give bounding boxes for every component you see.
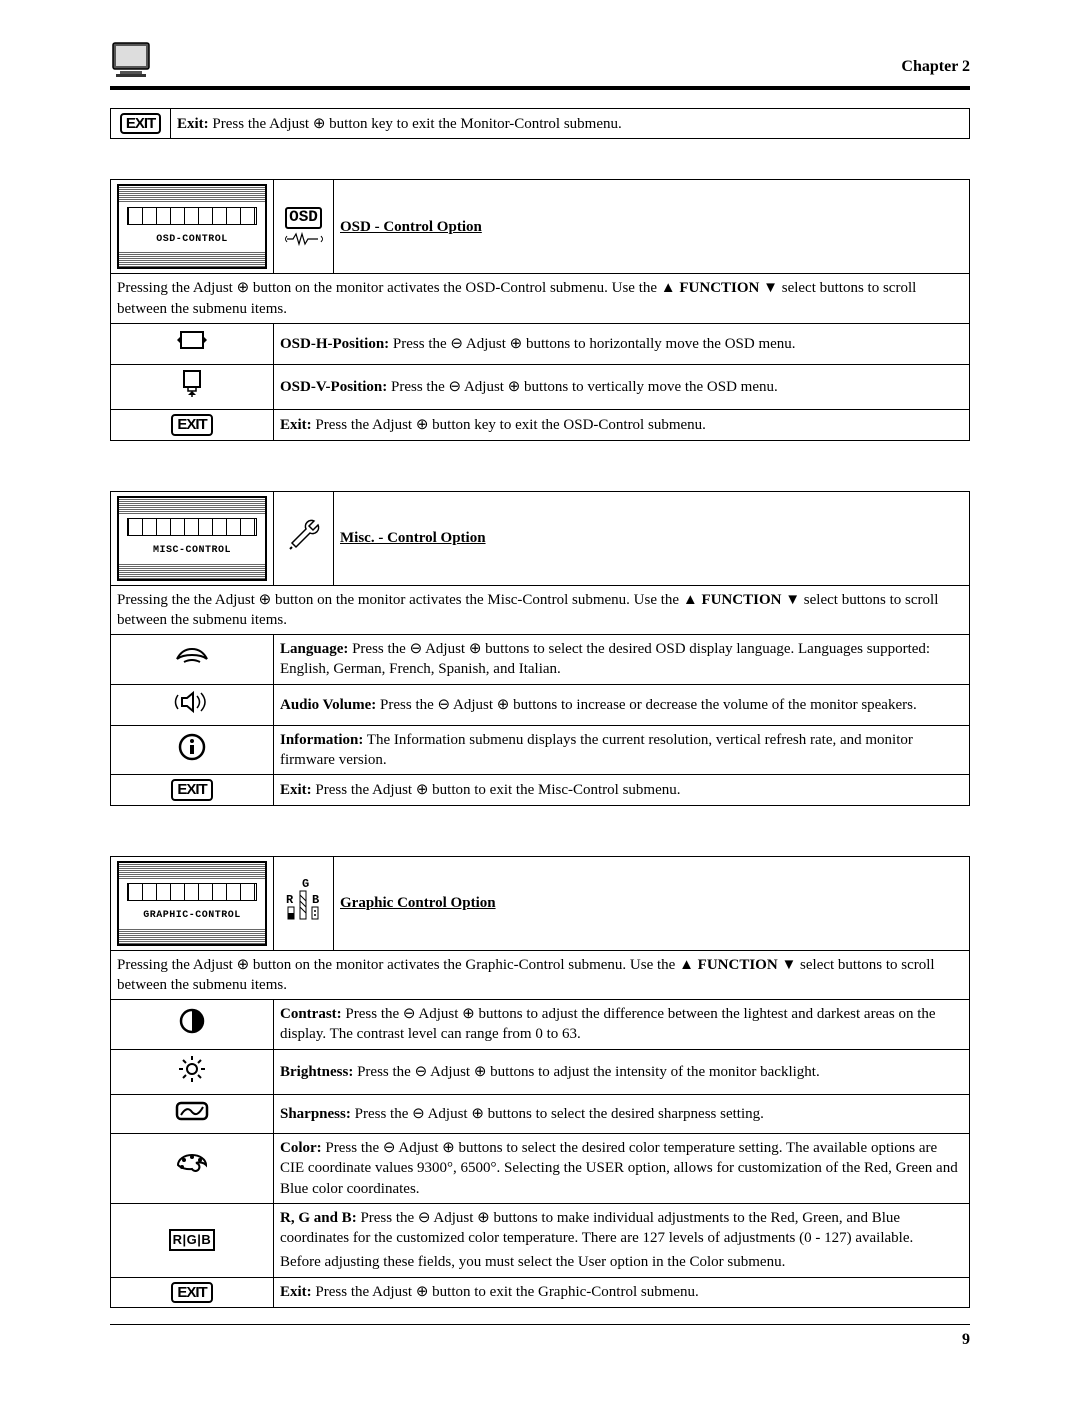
exit-icon-cell: EXIT (111, 109, 171, 139)
page-footer: 9 (110, 1324, 970, 1349)
misc-title: Misc. - Control Option (340, 530, 486, 546)
osd-intro: Pressing the Adjust ⊕ button on the moni… (111, 274, 970, 324)
misc-menu-label: MISC-CONTROL (153, 544, 231, 558)
audio-desc: Audio Volume: Press the ⊖ Adjust ⊕ butto… (274, 684, 970, 725)
rgb-levels-icon: G R B (284, 877, 324, 923)
misc-table: MISC-CONTROL Misc. - Control Option Pres… (110, 491, 970, 806)
rgb-desc: R, G and B: Press the ⊖ Adjust ⊕ buttons… (274, 1203, 970, 1277)
svg-text:B: B (312, 893, 319, 907)
misc-menu-screenshot: MISC-CONTROL (117, 496, 267, 581)
vpos-icon-cell (111, 365, 274, 410)
misc-exit-icon-cell: EXIT (111, 775, 274, 805)
hpos-icon (175, 328, 209, 354)
svg-text:R: R (286, 893, 294, 907)
wrench-icon (284, 515, 324, 555)
exit-icon: EXIT (120, 113, 161, 134)
monitor-icon (110, 40, 156, 80)
graphic-table: GRAPHIC-CONTROL G R B (110, 856, 970, 1308)
sharpness-icon (175, 1099, 209, 1123)
contrast-desc: Contrast: Press the ⊖ Adjust ⊕ buttons t… (274, 1000, 970, 1050)
graphic-exit-desc: Exit: Press the Adjust ⊕ button to exit … (274, 1277, 970, 1307)
graphic-menu-label: GRAPHIC-CONTROL (143, 909, 241, 923)
brightness-desc: Brightness: Press the ⊖ Adjust ⊕ buttons… (274, 1049, 970, 1094)
contrast-icon-cell (111, 1000, 274, 1050)
vpos-icon (177, 369, 207, 399)
contrast-icon (178, 1007, 206, 1035)
vpos-desc: OSD-V-Position: Press the ⊖ Adjust ⊕ but… (274, 365, 970, 410)
language-icon-cell (111, 635, 274, 685)
language-icon (174, 645, 210, 667)
info-icon-cell (111, 725, 274, 775)
page-number: 9 (110, 1331, 970, 1349)
audio-icon-cell (111, 684, 274, 725)
sharpness-desc: Sharpness: Press the ⊖ Adjust ⊕ buttons … (274, 1094, 970, 1133)
exit-icon: EXIT (171, 414, 212, 435)
color-desc: Color: Press the ⊖ Adjust ⊕ buttons to s… (274, 1134, 970, 1204)
info-desc: Information: The Information submenu dis… (274, 725, 970, 775)
graphic-title-cell: Graphic Control Option (334, 856, 970, 950)
language-desc: Language: Press the ⊖ Adjust ⊕ buttons t… (274, 635, 970, 685)
info-icon (177, 732, 207, 762)
osd-title-cell: OSD - Control Option (334, 180, 970, 274)
hpos-desc: OSD-H-Position: Press the ⊖ Adjust ⊕ but… (274, 323, 970, 364)
color-icon (174, 1151, 210, 1179)
osd-exit-desc: Exit: Press the Adjust ⊕ button key to e… (274, 410, 970, 440)
brightness-icon (177, 1054, 207, 1084)
top-exit-table: EXIT Exit: Press the Adjust ⊕ button key… (110, 108, 970, 139)
page-header: Chapter 2 (110, 40, 970, 80)
rgb-extra: Before adjusting these fields, you must … (280, 1252, 963, 1272)
misc-menu-cell: MISC-CONTROL (111, 491, 274, 585)
chapter-label: Chapter 2 (901, 58, 970, 80)
hpos-icon-cell (111, 323, 274, 364)
osd-menu-label: OSD-CONTROL (156, 233, 228, 247)
misc-mid-icon-cell (274, 491, 334, 585)
rgb-icon-cell: R|G|B (111, 1203, 274, 1277)
exit-icon: EXIT (171, 1282, 212, 1303)
exit-bold: Exit: (177, 116, 209, 132)
osd-mid-icon-cell: OSD (274, 180, 334, 274)
header-rule (110, 86, 970, 90)
misc-intro: Pressing the the Adjust ⊕ button on the … (111, 585, 970, 635)
graphic-menu-cell: GRAPHIC-CONTROL (111, 856, 274, 950)
osd-icon: OSD (285, 207, 322, 229)
rgb-icon: R|G|B (169, 1229, 216, 1251)
osd-exit-icon-cell: EXIT (111, 410, 274, 440)
exit-text: Press the Adjust ⊕ button key to exit th… (209, 116, 622, 132)
graphic-mid-icon-cell: G R B (274, 856, 334, 950)
misc-exit-desc: Exit: Press the Adjust ⊕ button to exit … (274, 775, 970, 805)
graphic-exit-icon-cell: EXIT (111, 1277, 274, 1307)
osd-menu-screenshot: OSD-CONTROL (117, 184, 267, 269)
osd-title: OSD - Control Option (340, 219, 482, 235)
audio-icon (172, 689, 212, 715)
graphic-intro: Pressing the Adjust ⊕ button on the moni… (111, 950, 970, 1000)
exit-desc: Exit: Press the Adjust ⊕ button key to e… (171, 109, 970, 139)
osd-table: OSD-CONTROL OSD OSD - Control Option (110, 179, 970, 440)
exit-icon: EXIT (171, 779, 212, 800)
svg-text:G: G (302, 877, 309, 891)
color-icon-cell (111, 1134, 274, 1204)
osd-menu-cell: OSD-CONTROL (111, 180, 274, 274)
sharpness-icon-cell (111, 1094, 274, 1133)
brightness-icon-cell (111, 1049, 274, 1094)
graphic-title: Graphic Control Option (340, 895, 496, 911)
graphic-menu-screenshot: GRAPHIC-CONTROL (117, 861, 267, 946)
misc-title-cell: Misc. - Control Option (334, 491, 970, 585)
